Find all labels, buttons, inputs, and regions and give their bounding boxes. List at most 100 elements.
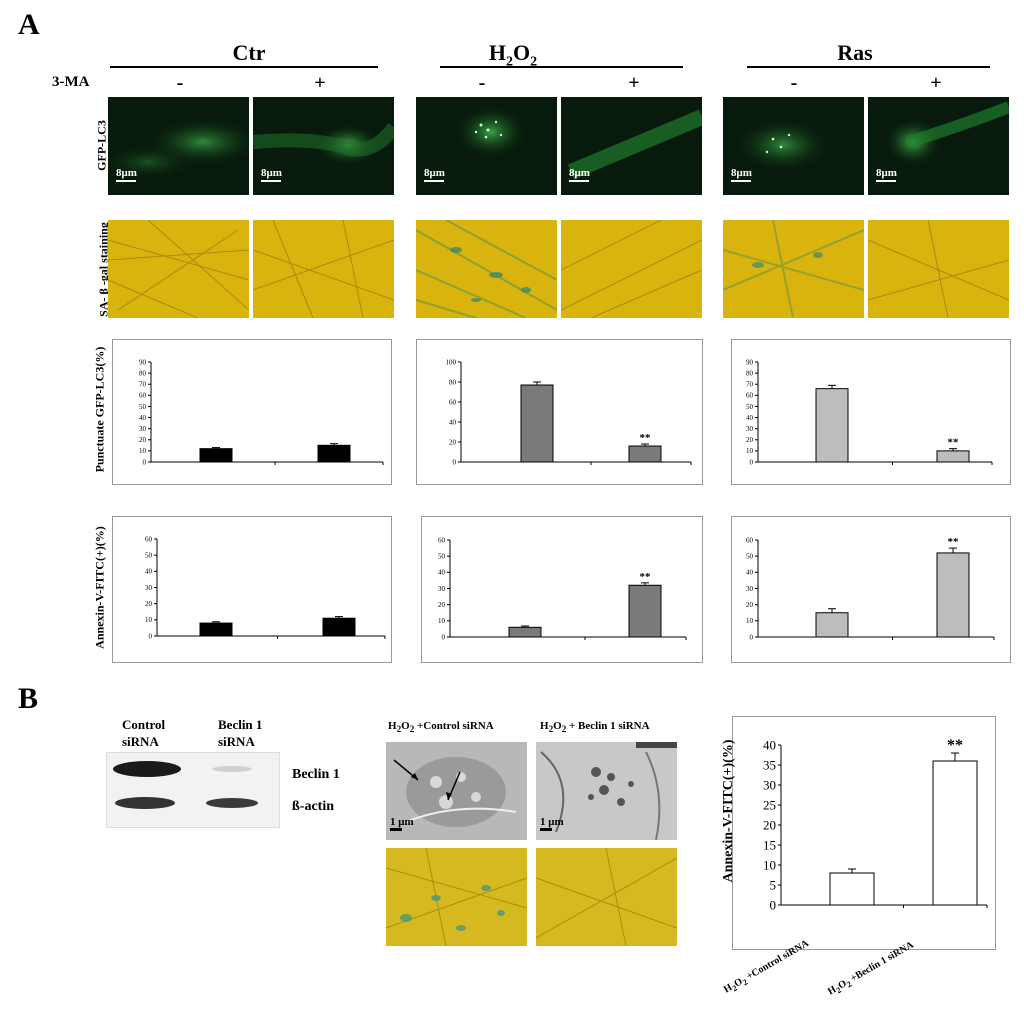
y-tick-label: 10 <box>145 616 153 624</box>
significance-label: ** <box>640 571 652 583</box>
blot-col-label-beclin: Beclin 1 siRNA <box>218 717 263 749</box>
gfp-image-ctr-plus: 8μm <box>253 97 394 195</box>
gfp-image-ras-plus: 8μm <box>868 97 1009 195</box>
y-tick-label: 10 <box>139 447 147 455</box>
y-tick-label: 35 <box>763 757 776 772</box>
y-tick-label: 30 <box>746 585 754 593</box>
y-tick-label: 40 <box>746 569 754 577</box>
bar <box>199 448 233 463</box>
blot-col-label-control: Control siRNA <box>122 717 166 749</box>
scale-bar: 8μm <box>731 167 752 182</box>
em-image-control: 1 μm <box>386 742 527 840</box>
scale-bar: 8μm <box>569 167 590 182</box>
western-blot <box>106 752 280 828</box>
y-tick-label: 0 <box>143 458 147 466</box>
y-tick-label: 10 <box>763 857 776 872</box>
y-tick-label: 25 <box>763 797 776 812</box>
sign-plus: + <box>628 72 640 94</box>
chart-annexin-ctr: 0 10 20 30 40 50 60 <box>112 516 392 663</box>
gfp-image-ras-minus: 8μm <box>723 97 864 195</box>
sign-minus: - <box>790 72 798 94</box>
sa-gal-image-h2o2-minus <box>416 220 557 318</box>
y-tick-label: 50 <box>746 403 754 411</box>
gfp-image-ctr-minus: 8μm <box>108 97 249 195</box>
chart-b-annexin: 0 5 10 15 20 25 30 35 40 ** <box>732 716 996 950</box>
y-tick-label: 40 <box>139 414 147 422</box>
scale-bar: 8μm <box>424 167 445 182</box>
sa-gal-image-ras-plus <box>868 220 1009 318</box>
bar <box>520 384 554 463</box>
y-tick-label: 80 <box>449 378 457 386</box>
y-tick-label: 70 <box>139 381 147 389</box>
y-tick-label: 50 <box>746 553 754 561</box>
y-tick-label: 30 <box>746 425 754 433</box>
gfp-image-h2o2-minus: 8μm <box>416 97 557 195</box>
y-tick-label: 30 <box>763 777 776 792</box>
bar <box>932 760 978 906</box>
sa-gal-image-ctr-minus <box>108 220 249 318</box>
sa-gal-image-beclin-sirna <box>536 848 677 946</box>
y-tick-label: 30 <box>438 585 446 593</box>
y-tick-label: 60 <box>746 536 754 544</box>
y-tick-label: 0 <box>442 633 446 641</box>
row-label-annexin: Annexin-V-FITC(+)(%) <box>92 526 107 649</box>
sa-gal-image-ras-minus <box>723 220 864 318</box>
y-tick-label: 40 <box>449 418 457 426</box>
panel-a-label: A <box>18 8 40 41</box>
y-tick-label: 10 <box>746 447 754 455</box>
header-rule <box>110 66 378 68</box>
em-scale-bar: 1 μm <box>390 816 414 831</box>
bar <box>628 584 662 638</box>
y-tick-label: 90 <box>746 358 754 366</box>
em-title-beclin: H2O2 + Beclin 1 siRNA <box>540 720 650 735</box>
y-tick-label: 40 <box>145 568 153 576</box>
sign-plus: + <box>930 72 942 94</box>
significance-label: ** <box>947 737 963 754</box>
bar <box>936 450 970 463</box>
y-tick-label: 60 <box>449 398 457 406</box>
bar <box>628 445 662 463</box>
y-tick-label: 50 <box>438 553 446 561</box>
bar <box>199 622 233 637</box>
y-tick-label: 60 <box>746 392 754 400</box>
y-tick-label: 0 <box>770 897 777 912</box>
condition-title-ctr: Ctr <box>232 40 266 65</box>
gfp-image-h2o2-plus: 8μm <box>561 97 702 195</box>
chart-punctate-ctr: 0 10 20 30 40 50 60 70 80 90 <box>112 339 392 485</box>
bar <box>815 612 849 638</box>
y-tick-label: 40 <box>438 569 446 577</box>
chart-b-ylabel: Annexin-V-FITC(+)(%) <box>721 739 736 883</box>
y-tick-label: 20 <box>145 600 153 608</box>
blot-row-label-beclin1: Beclin 1 <box>292 767 340 782</box>
y-tick-label: 60 <box>145 535 153 543</box>
scale-bar: 8μm <box>876 167 897 182</box>
scale-bar: 8μm <box>116 167 137 182</box>
sign-plus: + <box>314 72 326 94</box>
y-tick-label: 20 <box>763 817 776 832</box>
y-tick-label: 20 <box>746 601 754 609</box>
y-tick-label: 40 <box>746 414 754 422</box>
scale-bar: 8μm <box>261 167 282 182</box>
treatment-label: 3-MA <box>52 74 90 90</box>
sa-gal-image-ctr-plus <box>253 220 394 318</box>
y-tick-label: 5 <box>770 877 777 892</box>
y-tick-label: 20 <box>438 601 446 609</box>
y-tick-label: 0 <box>149 632 153 640</box>
bar <box>829 872 875 906</box>
panel-b-label: B <box>18 682 39 715</box>
y-tick-label: 70 <box>746 381 754 389</box>
sa-gal-image-control-sirna <box>386 848 527 946</box>
significance-label: ** <box>640 432 652 444</box>
y-tick-label: 100 <box>446 358 457 366</box>
y-tick-label: 50 <box>145 552 153 560</box>
y-tick-label: 0 <box>750 458 754 466</box>
y-tick-label: 15 <box>763 837 776 852</box>
y-tick-label: 0 <box>453 458 457 466</box>
header-rule <box>440 66 683 68</box>
condition-title-h2o2: H2O2 <box>488 40 538 70</box>
bar <box>936 552 970 638</box>
y-tick-label: 20 <box>449 438 457 446</box>
em-image-beclin: 1 μm <box>536 742 677 840</box>
row-label-punctate: Punctuate GFP-LC3(%) <box>92 346 107 473</box>
y-tick-label: 10 <box>438 617 446 625</box>
